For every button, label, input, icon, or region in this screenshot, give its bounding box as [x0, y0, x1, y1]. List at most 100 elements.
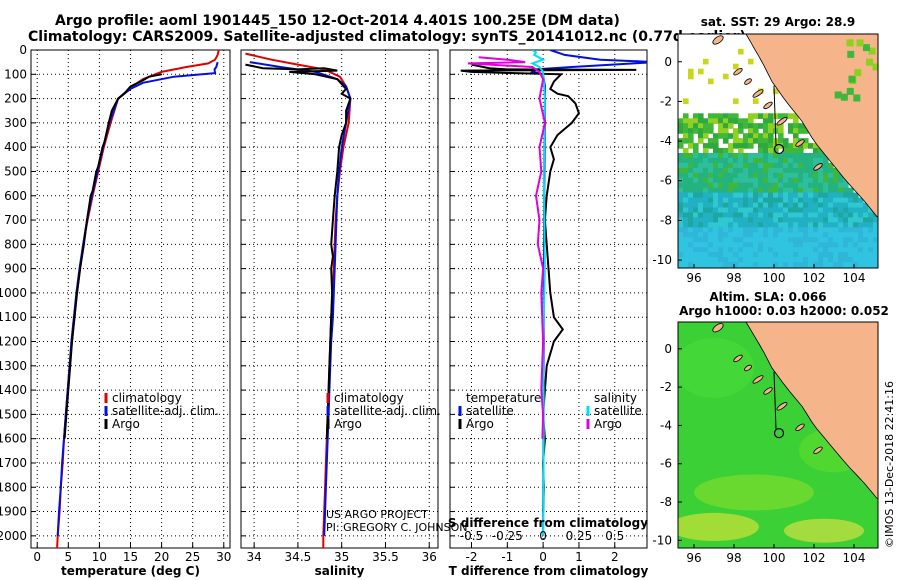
sst-cell — [718, 232, 724, 238]
sst-cell — [823, 232, 829, 238]
sst-cell — [763, 157, 769, 164]
sst-cell — [718, 172, 724, 179]
sst-cell — [723, 207, 729, 214]
sst-cell — [848, 197, 854, 204]
sst-cell — [813, 257, 819, 263]
sst-cell — [863, 212, 869, 219]
sst-cell — [763, 252, 769, 258]
sst-cell — [758, 113, 764, 119]
sst-cell — [823, 217, 829, 223]
sst-cell — [678, 143, 684, 149]
sst-cell — [703, 237, 709, 243]
sst-cell — [703, 157, 709, 164]
sst-cell — [698, 68, 704, 75]
sst-cell — [828, 257, 834, 263]
sst-cell — [763, 192, 769, 199]
sst-cell — [728, 187, 734, 194]
sst-cell — [778, 182, 784, 189]
sst-cell — [753, 138, 759, 144]
sst-cell — [763, 133, 769, 139]
sst-cell — [718, 252, 724, 258]
sst-cell — [703, 187, 709, 194]
sst-cell — [738, 227, 744, 233]
sst-cell — [758, 177, 764, 184]
sst-cell — [763, 123, 769, 129]
sst-cell — [858, 242, 864, 248]
x-tick-label: 35.5 — [372, 550, 399, 564]
map-x-tick-label: 104 — [843, 551, 866, 565]
sst-cell — [713, 197, 719, 204]
sst-cell — [858, 232, 864, 238]
sst-cell — [788, 262, 794, 268]
sst-cell — [818, 197, 824, 204]
island — [712, 35, 724, 45]
sst-cell — [718, 153, 724, 159]
sst-cell — [793, 167, 799, 174]
sst-cell — [848, 262, 854, 268]
sst-cell — [718, 202, 724, 209]
sst-cell — [703, 247, 709, 253]
sst-cell — [863, 207, 869, 214]
sst-cell — [773, 88, 779, 95]
sst-cell — [718, 237, 724, 243]
sst-cell — [773, 212, 779, 219]
sst-cell — [808, 227, 814, 233]
sst-cell — [748, 123, 754, 129]
sst-cell — [723, 148, 729, 154]
sst-cell — [808, 192, 814, 199]
legend-label: temperature — [466, 391, 541, 405]
sst-cell — [728, 162, 734, 169]
argo-position-marker — [773, 143, 785, 155]
sst-cell — [753, 162, 759, 169]
sst-cell — [843, 207, 849, 214]
sst-cell — [803, 227, 809, 233]
y-tick-label: 1100 — [0, 310, 27, 324]
sst-cell — [683, 138, 689, 144]
sst-cell — [733, 232, 739, 238]
sst-cell — [743, 138, 749, 144]
map-y-tick-label: -2 — [660, 94, 672, 108]
sst-cell — [728, 123, 734, 129]
sst-cell — [713, 113, 719, 119]
sst-cell — [793, 242, 799, 248]
sst-cell — [783, 212, 789, 219]
sst-cell — [798, 222, 804, 228]
sst-cell — [773, 187, 779, 194]
sst-cell — [858, 237, 864, 243]
sst-cell — [808, 187, 814, 194]
sst-cell — [873, 227, 878, 233]
sst-cell — [838, 247, 844, 253]
sst-cell — [768, 207, 774, 214]
sst-cell — [713, 177, 719, 184]
sst-cell — [763, 262, 769, 268]
sst-cell — [768, 133, 774, 139]
sst-cell — [798, 148, 804, 154]
sst-cell — [768, 227, 774, 233]
sst-cell — [683, 202, 689, 209]
sst-cell — [763, 113, 769, 119]
sst-cell — [698, 192, 704, 199]
sst-cell — [868, 232, 874, 238]
sst-cell — [833, 212, 839, 219]
sst-cell — [768, 148, 774, 154]
sst-cell — [753, 113, 759, 119]
sst-cell — [788, 222, 794, 228]
sst-cell — [793, 262, 799, 268]
sst-cell — [748, 232, 754, 238]
sst-cell — [843, 192, 849, 199]
sst-cell — [703, 217, 709, 223]
sst-cell — [688, 167, 694, 174]
sst-cell — [703, 232, 709, 238]
sst-cell — [703, 153, 709, 159]
sst-cell — [813, 187, 819, 194]
s-tick-label: -0.25 — [492, 529, 523, 543]
sst-cell — [768, 143, 774, 149]
sst-cell — [683, 172, 689, 179]
sst-cell — [818, 187, 824, 194]
sst-cell — [688, 222, 694, 228]
sst-cell — [733, 133, 739, 139]
sst-cell — [768, 113, 774, 119]
sst-cell — [828, 197, 834, 204]
sst-cell — [858, 227, 864, 233]
map-frame — [677, 33, 879, 269]
